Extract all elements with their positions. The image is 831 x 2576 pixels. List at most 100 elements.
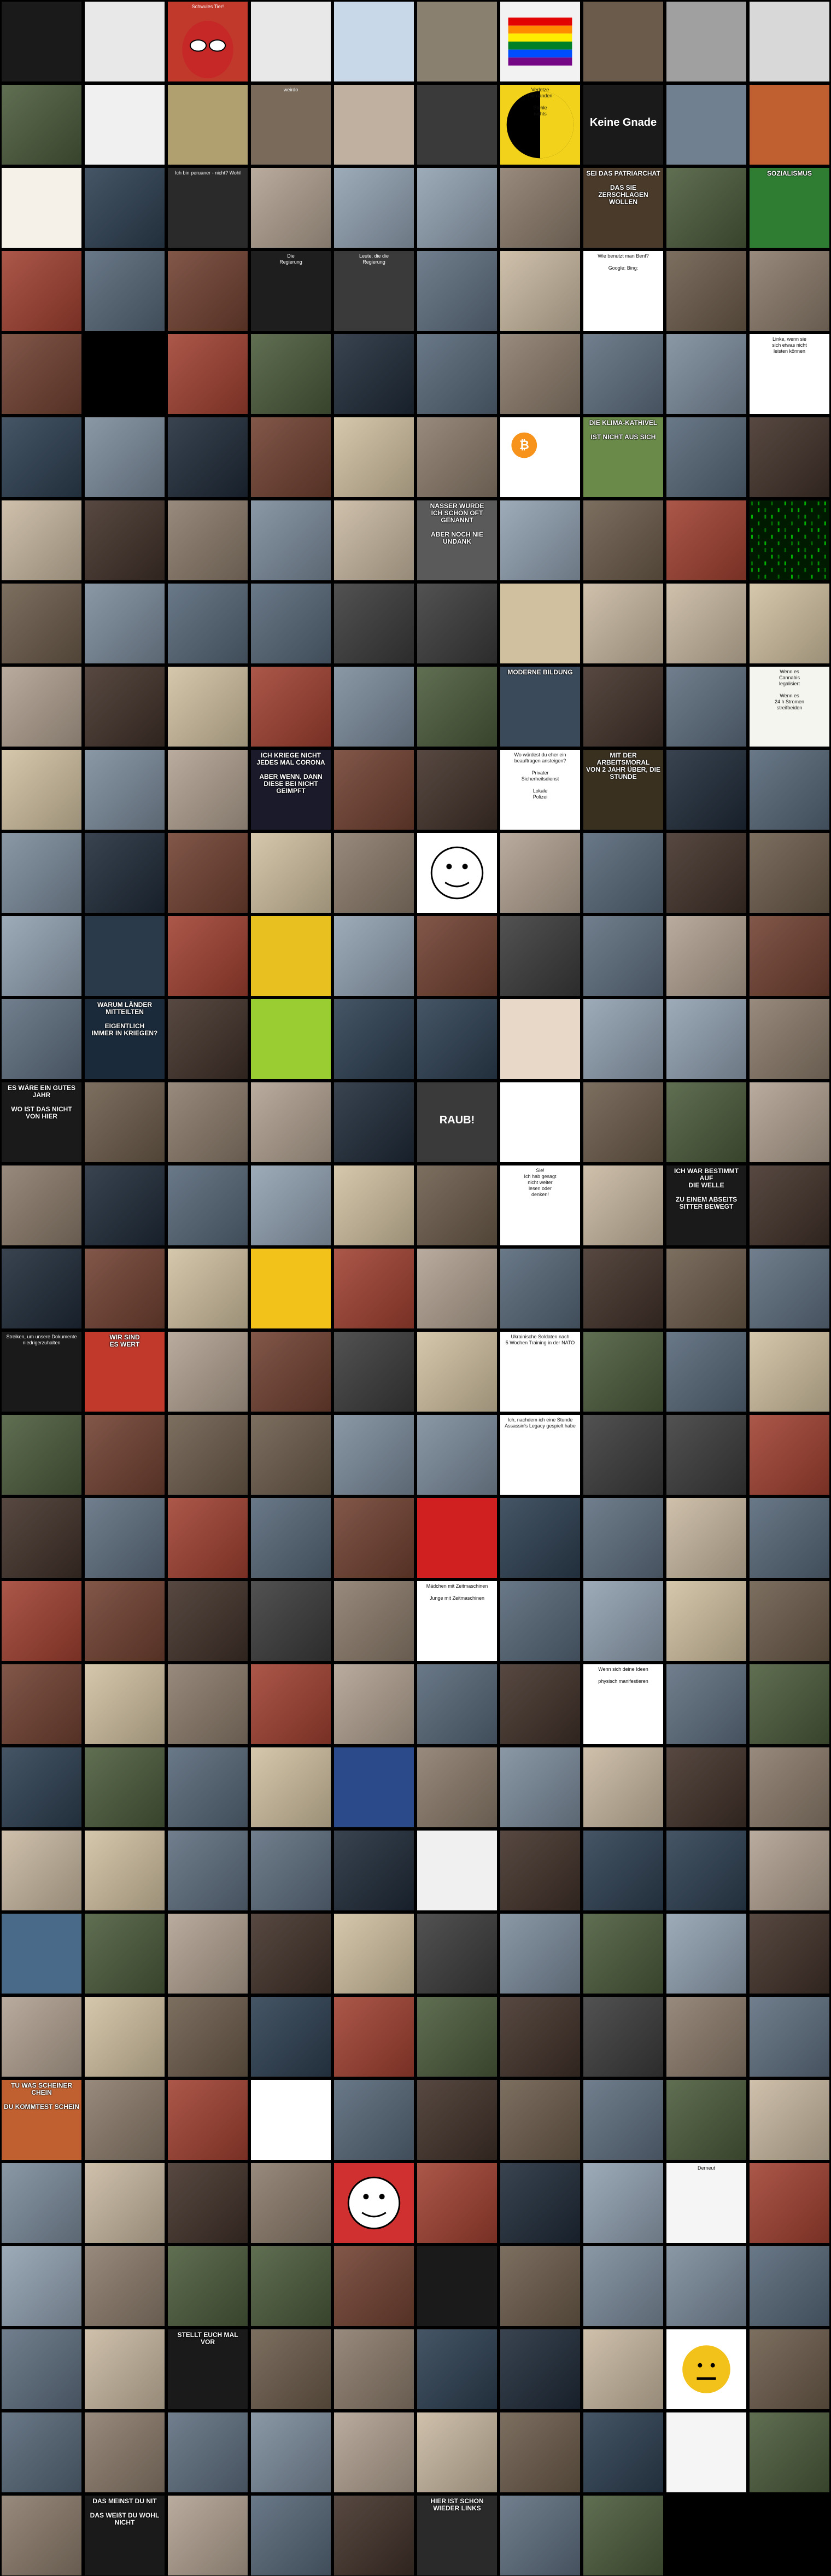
image-tile[interactable]: [583, 999, 663, 1079]
image-tile[interactable]: [417, 750, 497, 830]
image-tile[interactable]: [85, 1831, 165, 1910]
image-tile[interactable]: [500, 1498, 580, 1578]
image-tile[interactable]: [251, 1997, 331, 2077]
image-tile[interactable]: [334, 168, 414, 248]
image-tile[interactable]: [666, 916, 746, 996]
image-tile[interactable]: [500, 2080, 580, 2160]
image-tile[interactable]: [2, 1914, 81, 1994]
image-tile[interactable]: [750, 750, 829, 830]
image-tile[interactable]: NASSER WURDE ICH SCHON OFT GENANNT ABER …: [417, 500, 497, 580]
image-tile[interactable]: [583, 1165, 663, 1245]
image-tile[interactable]: [2, 251, 81, 331]
image-tile[interactable]: [334, 2329, 414, 2409]
image-tile[interactable]: [168, 1581, 248, 1661]
image-tile[interactable]: [85, 1165, 165, 1245]
image-tile[interactable]: [334, 1747, 414, 1827]
image-tile[interactable]: HIER IST SCHON WIEDER LINKS: [417, 2496, 497, 2575]
image-tile[interactable]: [251, 1914, 331, 1994]
image-tile[interactable]: [334, 1415, 414, 1495]
image-tile[interactable]: [500, 833, 580, 913]
image-tile[interactable]: WARUM LÄNDER MITTEILTEN EIGENTLICH IMMER…: [85, 999, 165, 1079]
image-tile[interactable]: [85, 667, 165, 747]
image-tile[interactable]: [168, 1498, 248, 1578]
image-tile[interactable]: [583, 1498, 663, 1578]
image-tile[interactable]: [2, 2329, 81, 2409]
image-tile[interactable]: [500, 251, 580, 331]
image-tile[interactable]: [334, 334, 414, 414]
image-tile[interactable]: Sie! Ich hab gesagt nicht weiter lesen o…: [500, 1165, 580, 1245]
image-tile[interactable]: [251, 2329, 331, 2409]
image-tile[interactable]: Wie benutzt man Benf? Google: Bing:: [583, 251, 663, 331]
image-tile[interactable]: [334, 85, 414, 165]
image-tile[interactable]: [417, 2246, 497, 2326]
image-tile[interactable]: [500, 1082, 580, 1162]
image-tile[interactable]: [85, 1747, 165, 1827]
image-tile[interactable]: [417, 2412, 497, 2492]
image-tile[interactable]: [334, 916, 414, 996]
image-tile[interactable]: [2, 2412, 81, 2492]
image-tile[interactable]: [334, 1249, 414, 1328]
image-tile[interactable]: [666, 1581, 746, 1661]
image-tile[interactable]: [168, 750, 248, 830]
image-tile[interactable]: ICH KRIEGE NICHT JEDES MAL CORONA ABER W…: [251, 750, 331, 830]
image-tile[interactable]: weirdo: [251, 85, 331, 165]
image-tile[interactable]: [251, 1581, 331, 1661]
image-tile[interactable]: [168, 2080, 248, 2160]
image-tile[interactable]: [666, 833, 746, 913]
image-tile[interactable]: [168, 916, 248, 996]
image-tile[interactable]: [85, 334, 165, 414]
image-tile[interactable]: [251, 916, 331, 996]
image-tile[interactable]: [334, 1831, 414, 1910]
image-tile[interactable]: [500, 1831, 580, 1910]
image-tile[interactable]: [583, 1332, 663, 1412]
image-tile[interactable]: [168, 1747, 248, 1827]
image-tile[interactable]: [666, 251, 746, 331]
image-tile[interactable]: [2, 1831, 81, 1910]
image-tile[interactable]: [583, 1914, 663, 1994]
image-tile[interactable]: [251, 999, 331, 1079]
image-tile[interactable]: [85, 85, 165, 165]
image-tile[interactable]: [251, 1249, 331, 1328]
image-tile[interactable]: [168, 1831, 248, 1910]
image-tile[interactable]: [168, 1082, 248, 1162]
image-tile[interactable]: [417, 1747, 497, 1827]
image-tile[interactable]: [666, 1332, 746, 1412]
image-tile[interactable]: [417, 1249, 497, 1328]
image-tile[interactable]: [417, 999, 497, 1079]
image-tile[interactable]: [500, 168, 580, 248]
image-tile[interactable]: [750, 1249, 829, 1328]
image-tile[interactable]: [2, 2496, 81, 2575]
image-tile[interactable]: [666, 750, 746, 830]
image-tile[interactable]: [666, 1249, 746, 1328]
image-tile[interactable]: [2, 1249, 81, 1328]
image-tile[interactable]: [334, 2496, 414, 2575]
image-tile[interactable]: [417, 2080, 497, 2160]
image-tile[interactable]: [334, 1664, 414, 1744]
image-tile[interactable]: [417, 2163, 497, 2243]
image-tile[interactable]: DAS MEINST DU NIT DAS WEIßT DU WOHL NICH…: [85, 2496, 165, 2575]
image-tile[interactable]: [251, 1831, 331, 1910]
image-tile[interactable]: [750, 1997, 829, 2077]
image-tile[interactable]: SOZIALISMUS: [750, 168, 829, 248]
image-tile[interactable]: [2, 334, 81, 414]
image-tile[interactable]: [500, 916, 580, 996]
image-tile[interactable]: [750, 999, 829, 1079]
image-tile[interactable]: [85, 1664, 165, 1744]
image-tile[interactable]: [85, 1415, 165, 1495]
image-tile[interactable]: [168, 1415, 248, 1495]
image-tile[interactable]: [85, 833, 165, 913]
image-tile[interactable]: [251, 1664, 331, 1744]
image-tile[interactable]: [85, 1914, 165, 1994]
image-tile[interactable]: [85, 2246, 165, 2326]
image-tile[interactable]: [85, 168, 165, 248]
image-tile[interactable]: [750, 2412, 829, 2492]
image-tile[interactable]: [168, 2496, 248, 2575]
image-tile[interactable]: [251, 417, 331, 497]
image-tile[interactable]: [334, 1082, 414, 1162]
image-tile[interactable]: [750, 2246, 829, 2326]
image-tile[interactable]: Ukrainische Soldaten nach 5 Wochen Train…: [500, 1332, 580, 1412]
image-tile[interactable]: [168, 417, 248, 497]
image-tile[interactable]: [500, 1664, 580, 1744]
image-tile[interactable]: [2, 1581, 81, 1661]
image-tile[interactable]: [85, 750, 165, 830]
